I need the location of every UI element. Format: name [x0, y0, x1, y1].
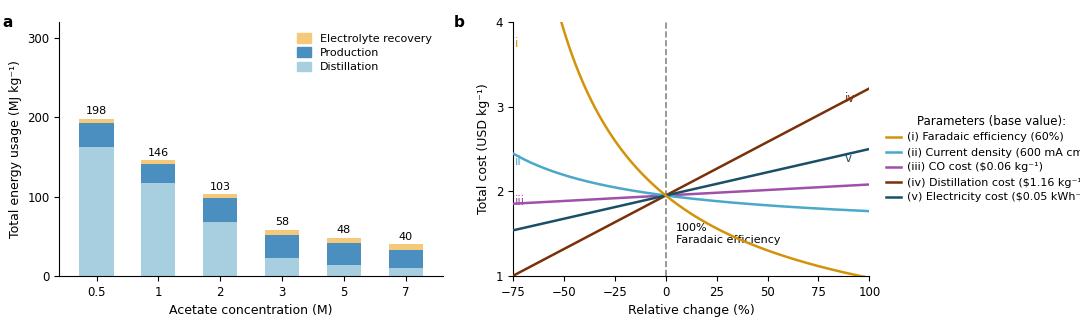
Y-axis label: Total energy usage (MJ kg⁻¹): Total energy usage (MJ kg⁻¹) [9, 60, 22, 238]
Bar [203, 194, 238, 198]
Bar [265, 235, 299, 258]
Text: v: v [845, 152, 852, 165]
Text: b: b [455, 15, 465, 29]
Text: i: i [515, 37, 518, 50]
Y-axis label: Total cost (USD kg⁻¹): Total cost (USD kg⁻¹) [477, 84, 490, 214]
Bar [141, 160, 175, 164]
Text: 198: 198 [86, 107, 107, 117]
Bar [141, 164, 175, 183]
Text: iii: iii [515, 195, 525, 208]
Text: 58: 58 [275, 217, 289, 228]
Text: a: a [2, 15, 12, 29]
Text: 48: 48 [337, 225, 351, 235]
Bar [265, 230, 299, 235]
Bar [389, 268, 422, 276]
Text: iv: iv [845, 92, 855, 105]
X-axis label: Relative change (%): Relative change (%) [627, 304, 755, 317]
Bar [80, 146, 113, 276]
Text: 100%
Faradaic efficiency: 100% Faradaic efficiency [676, 223, 781, 245]
Bar [80, 123, 113, 146]
Text: ii: ii [515, 155, 522, 168]
Bar [141, 183, 175, 276]
Bar [389, 250, 422, 268]
Bar [265, 258, 299, 276]
Text: 103: 103 [210, 182, 231, 192]
Bar [203, 222, 238, 276]
Legend: (i) Faradaic efficiency (60%), (ii) Current density (600 mA cm⁻²), (iii) CO cost: (i) Faradaic efficiency (60%), (ii) Curr… [882, 111, 1080, 206]
Bar [327, 243, 361, 266]
Text: 40: 40 [399, 232, 413, 242]
Bar [327, 238, 361, 243]
Bar [389, 244, 422, 250]
Legend: Electrolyte recovery, Production, Distillation: Electrolyte recovery, Production, Distil… [292, 28, 437, 78]
X-axis label: Acetate concentration (M): Acetate concentration (M) [170, 304, 333, 317]
Bar [203, 198, 238, 222]
Text: 146: 146 [148, 148, 168, 158]
Bar [80, 119, 113, 123]
Bar [327, 266, 361, 276]
